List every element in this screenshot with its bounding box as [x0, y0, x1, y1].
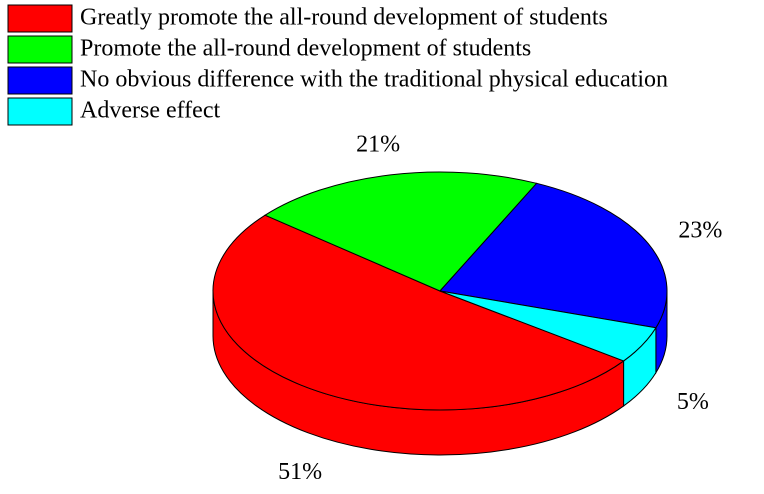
pie-slice	[212, 214, 625, 411]
legend-swatch	[7, 97, 73, 126]
data-label: 5%	[677, 389, 709, 415]
legend-swatch	[7, 35, 73, 64]
data-label: 21%	[356, 131, 400, 157]
data-label: 51%	[278, 459, 322, 485]
data-label: 23%	[678, 217, 722, 243]
legend-label: No obvious difference with the tradition…	[80, 67, 668, 93]
pie-slice	[264, 171, 538, 292]
legend-label: Greatly promote the all-round developmen…	[80, 5, 608, 31]
pie-slice	[439, 182, 668, 329]
legend-swatch	[7, 4, 73, 33]
legend-label: Adverse effect	[80, 98, 220, 124]
pie-slice	[439, 290, 657, 362]
legend-label: Promote the all-round development of stu…	[80, 36, 531, 62]
legend-swatch	[7, 66, 73, 95]
